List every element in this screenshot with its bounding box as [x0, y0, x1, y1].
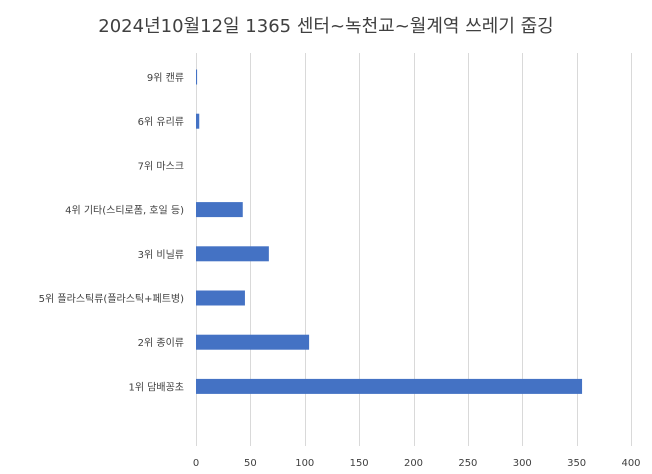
x-tick-label: 300: [513, 458, 532, 469]
category-label: 9위 캔류: [147, 71, 184, 84]
category-labels: 9위 캔류 6위 유리류 7위 마스크 4위 기타(스티로폼, 호일 등) 3위 비닐류…: [39, 71, 184, 393]
category-label: 4위 기타(스티로폼, 호일 등): [65, 204, 184, 217]
category-label: 3위 비닐류: [138, 248, 184, 261]
bar: [196, 246, 269, 262]
bar: [196, 202, 243, 218]
x-tick-label: 250: [458, 458, 477, 469]
category-label: 5위 플라스틱류(플라스틱+페트병): [39, 292, 184, 305]
bar: [196, 69, 198, 85]
x-tick-label: 200: [404, 458, 423, 469]
x-tick-label: 0: [193, 458, 199, 469]
x-tick-label: 400: [621, 458, 640, 469]
bar: [196, 113, 200, 129]
x-tick-label: 100: [295, 458, 314, 469]
x-tick-label: 350: [567, 458, 586, 469]
category-label: 6위 유리류: [138, 115, 184, 128]
category-label: 7위 마스크: [138, 159, 184, 172]
x-axis-tick-labels: 0 50 100 150 200 250 300 350 400: [193, 458, 641, 469]
category-label: 1위 담배꽁초: [128, 380, 184, 393]
bars: [196, 69, 583, 394]
chart-title: 2024년10월12일 1365 센터~녹천교~월계역 쓰레기 줍깅: [98, 16, 554, 37]
x-tick-label: 150: [350, 458, 369, 469]
category-label: 2위 종이류: [138, 336, 184, 349]
bar: [196, 378, 583, 394]
x-tick-label: 50: [244, 458, 257, 469]
bar: [196, 290, 245, 306]
bar: [196, 334, 310, 350]
